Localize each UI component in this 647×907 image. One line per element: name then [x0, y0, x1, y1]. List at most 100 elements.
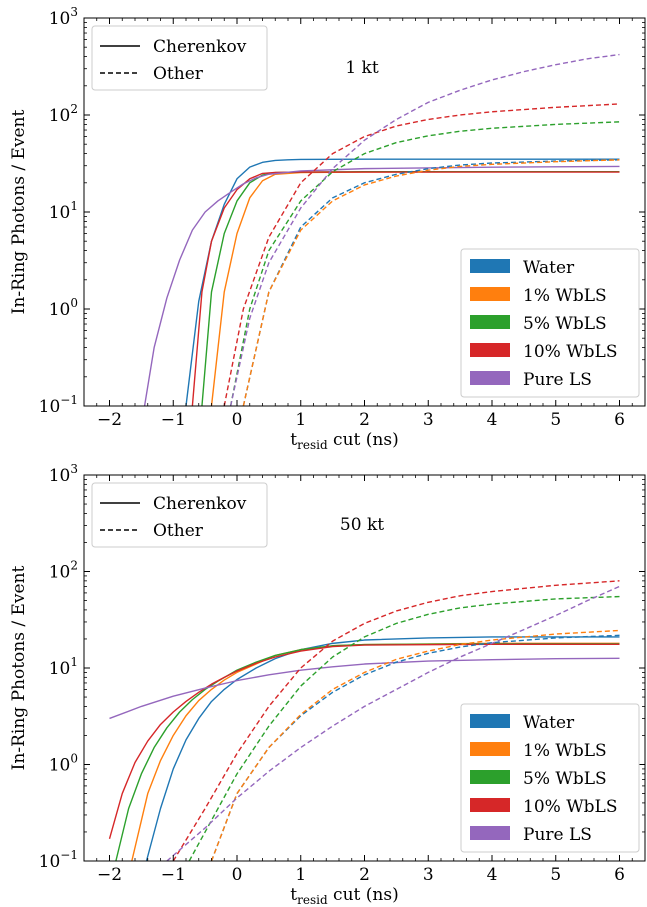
panel-annotation: 1 kt [345, 58, 379, 78]
y-axis-label: In-Ring Photons / Event [9, 566, 29, 771]
legend-swatch-1-wbls [470, 742, 510, 756]
x-tick-label: 6 [614, 410, 625, 430]
series-line-1-wbls-other [210, 629, 620, 861]
legend-label-5-wbls: 5% WbLS [523, 314, 607, 334]
legend-label-pure-ls: Pure LS [523, 825, 592, 845]
legend-line-style: Cherenkov Other [91, 25, 268, 91]
x-axis-label-subscript: resid [297, 893, 328, 907]
legend-swatch-water [470, 714, 510, 728]
x-axis-label: tresid cut (ns) [290, 430, 398, 452]
legend-label-1-wbls: 1% WbLS [523, 286, 607, 306]
x-axis-label-rest: cut (ns) [328, 430, 399, 450]
x-tick-label: −2 [97, 410, 122, 430]
legend-label-other: Other [153, 521, 204, 541]
legend-label-water: Water [523, 713, 575, 733]
legend-label-10-wbls: 10% WbLS [523, 342, 617, 362]
legend-label-10-wbls: 10% WbLS [523, 797, 617, 817]
y-tick-exponent: 1 [70, 199, 78, 213]
legend-swatch-10-wbls [470, 798, 510, 812]
y-tick-base: 10 [49, 106, 71, 126]
x-tick-label: 0 [232, 410, 243, 430]
legend-label-5-wbls: 5% WbLS [523, 769, 607, 789]
y-tick-exponent: 0 [70, 752, 78, 766]
legend-label-cherenkov: Cherenkov [153, 494, 247, 514]
y-tick-exponent: 3 [70, 462, 78, 476]
y-tick-base: 10 [39, 397, 61, 417]
y-tick-label: 100 [49, 296, 78, 320]
x-axis-label-main: t [290, 885, 297, 905]
legend-box [91, 25, 268, 91]
legend-swatch-10-wbls [470, 343, 510, 357]
y-tick-label: 101 [49, 655, 78, 679]
series-line-water-other [210, 634, 620, 861]
y-tick-base: 10 [49, 466, 71, 486]
y-tick-exponent: 0 [70, 296, 78, 310]
x-tick-label: 3 [423, 410, 434, 430]
legend-label-cherenkov: Cherenkov [153, 37, 247, 57]
y-tick-base: 10 [49, 300, 71, 320]
y-tick-label: 101 [49, 199, 78, 223]
legend-label-pure-ls: Pure LS [523, 370, 592, 390]
series-group [143, 53, 620, 406]
legend-swatch-pure-ls [470, 371, 510, 385]
legend-swatch-1-wbls [470, 287, 510, 301]
y-axis-label: In-Ring Photons / Event [9, 110, 29, 315]
legend-swatch-pure-ls [470, 826, 510, 840]
series-line-10-wbls-cherenkov [108, 643, 620, 839]
x-axis-label-subscript: resid [297, 438, 328, 452]
legend-label-1-wbls: 1% WbLS [523, 741, 607, 761]
x-axis-label-main: t [290, 430, 297, 450]
x-tick-label: −1 [161, 865, 186, 885]
legend-swatch-water [470, 259, 510, 273]
y-tick-exponent: −1 [60, 393, 78, 407]
x-tick-label: −2 [97, 865, 122, 885]
x-axis-label: tresid cut (ns) [290, 885, 398, 907]
legend-materials: Water 1% WbLS 5% WbLS 10% WbLS Pure LS [460, 248, 640, 398]
series-line-10-wbls-other [223, 103, 620, 406]
legend-box [91, 482, 268, 548]
series-line-10-wbls-other [172, 580, 620, 861]
series-line-5-wbls-other [229, 121, 620, 406]
x-tick-label: 5 [550, 410, 561, 430]
series-line-5-wbls-other [188, 595, 620, 861]
legend-box [460, 703, 640, 853]
x-tick-label: 6 [614, 865, 625, 885]
series-line-pure-ls-other [229, 53, 620, 406]
y-tick-base: 10 [49, 756, 71, 776]
legend-swatch-5-wbls [470, 770, 510, 784]
legend-label-water: Water [523, 258, 575, 278]
panel-annotation: 50 kt [340, 515, 384, 535]
x-tick-label: 2 [359, 865, 370, 885]
y-tick-exponent: 2 [70, 102, 78, 116]
x-tick-label: 2 [359, 410, 370, 430]
legend-label-other: Other [153, 64, 204, 84]
y-tick-base: 10 [49, 9, 71, 29]
series-line-water-other [242, 159, 620, 406]
y-tick-exponent: 3 [70, 5, 78, 19]
x-tick-label: −1 [161, 410, 186, 430]
y-tick-label: 100 [49, 752, 78, 776]
y-tick-base: 10 [49, 563, 71, 583]
x-tick-label: 1 [295, 410, 306, 430]
series-group [108, 580, 620, 861]
y-tick-exponent: 1 [70, 655, 78, 669]
x-tick-label: 0 [232, 865, 243, 885]
x-tick-label: 4 [487, 410, 498, 430]
series-line-1-wbls-other [242, 159, 620, 406]
series-line-pure-ls-other [166, 585, 620, 861]
y-tick-label: 10−1 [39, 393, 78, 417]
legend-line-style: Cherenkov Other [91, 482, 268, 548]
y-tick-label: 103 [49, 5, 78, 29]
x-tick-label: 4 [487, 865, 498, 885]
y-tick-label: 102 [49, 559, 78, 583]
series-line-10-wbls-cherenkov [191, 171, 620, 406]
y-tick-base: 10 [49, 659, 71, 679]
y-tick-exponent: 2 [70, 559, 78, 573]
y-tick-label: 102 [49, 102, 78, 126]
legend-box [460, 248, 640, 398]
y-tick-base: 10 [39, 852, 61, 872]
legend-swatch-5-wbls [470, 315, 510, 329]
x-tick-label: 1 [295, 865, 306, 885]
x-tick-label: 3 [423, 865, 434, 885]
